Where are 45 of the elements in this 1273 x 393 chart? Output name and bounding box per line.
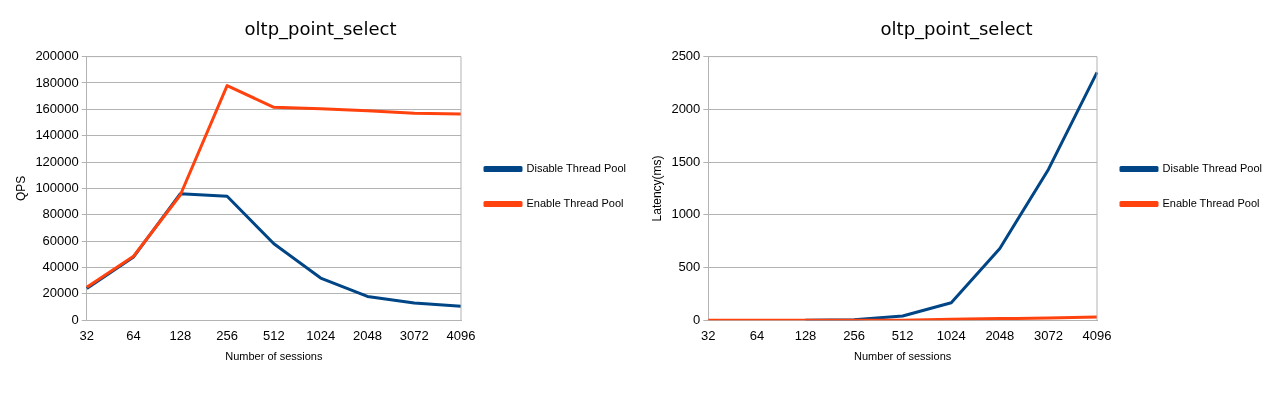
x-tick-label: 3072 [1033, 327, 1063, 343]
y-tick-label: 200000 [35, 48, 79, 64]
x-tick-label: 2048 [352, 327, 382, 343]
y-tick-label: 1500 [671, 153, 701, 169]
y-tick-label: 2000 [671, 100, 701, 116]
x-tick-label: 32 [79, 327, 95, 343]
x-tick-label: 32 [701, 327, 716, 343]
y-axis-title: QPS [13, 175, 28, 202]
y-axis-title: Latency(ms) [649, 155, 664, 222]
y-tick-label: 160000 [35, 100, 79, 116]
y-tick-label: 0 [693, 311, 701, 327]
y-tick-label: 1000 [671, 206, 701, 222]
y-tick-label: 40000 [42, 259, 79, 275]
x-tick-label: 512 [891, 327, 914, 343]
y-tick-label: 100000 [35, 179, 79, 195]
y-tick-label: 60000 [42, 232, 79, 248]
x-tick-label: 64 [749, 327, 765, 343]
x-tick-label: 1024 [306, 327, 336, 343]
x-tick-label: 128 [794, 327, 817, 343]
y-tick-label: 120000 [35, 153, 79, 169]
x-tick-label: 3072 [399, 327, 429, 343]
x-tick-label: 256 [843, 327, 865, 343]
y-tick-label: 20000 [42, 285, 79, 301]
x-tick-label: 1024 [936, 327, 966, 343]
x-tick-label: 128 [169, 327, 192, 343]
chart-title: oltp_point_select [880, 18, 1033, 41]
y-tick-label: 180000 [35, 74, 79, 90]
x-tick-label: 512 [263, 327, 285, 343]
legend-label: Enable Thread Pool [526, 197, 624, 210]
y-tick-label: 2500 [671, 48, 701, 64]
x-axis-title: Number of sessions [225, 350, 323, 363]
x-axis-title: Number of sessions [854, 350, 952, 363]
y-tick-label: 140000 [35, 127, 79, 143]
x-tick-label: 4096 [446, 327, 476, 343]
x-tick-label: 4096 [1082, 327, 1112, 343]
y-tick-label: 500 [678, 259, 701, 275]
y-tick-label: 80000 [42, 206, 79, 222]
legend-label: Disable Thread Pool [1162, 162, 1262, 175]
x-tick-label: 2048 [985, 327, 1015, 343]
legend-label: Disable Thread Pool [526, 162, 626, 175]
y-tick-label: 0 [71, 311, 79, 327]
x-tick-label: 64 [126, 327, 141, 343]
legend-label: Enable Thread Pool [1162, 197, 1260, 210]
x-tick-label: 256 [216, 327, 238, 343]
chart-title: oltp_point_select [244, 18, 397, 41]
